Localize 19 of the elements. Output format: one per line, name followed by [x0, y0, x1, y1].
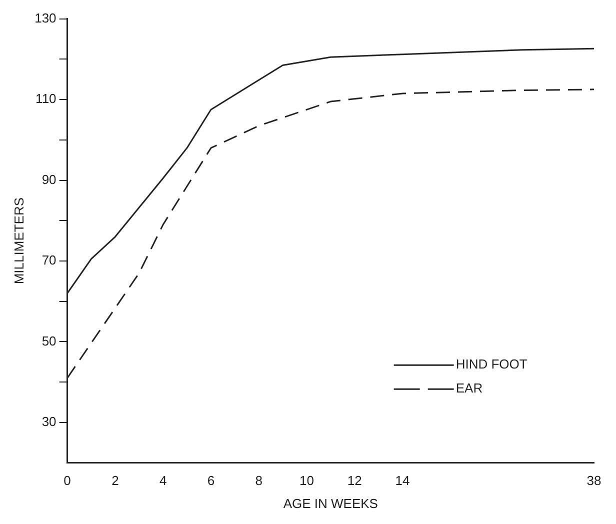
y-tick-label: 30 [42, 414, 56, 430]
x-tick-label: 12 [347, 473, 362, 488]
x-tick-label: 14 [395, 473, 410, 488]
x-tick-label: 0 [64, 473, 71, 488]
legend-label: EAR [456, 380, 483, 396]
x-axis-title: AGE IN WEEKS [283, 496, 378, 511]
y-axis-title: MILLIMETERS [11, 197, 26, 284]
y-tick-label: 130 [34, 10, 56, 26]
x-tick-label: 2 [112, 473, 119, 488]
x-tick-label: 6 [207, 473, 215, 488]
x-tick-label: 10 [299, 473, 314, 488]
x-tick-label: 4 [159, 473, 167, 488]
y-tick-label: 90 [42, 172, 56, 187]
legend-label: HIND FOOT [456, 356, 528, 372]
y-tick-label: 50 [42, 333, 56, 348]
x-tick-label: 38 [586, 473, 602, 488]
x-tick-label: 8 [255, 473, 262, 488]
y-tick-label: 70 [42, 252, 56, 268]
y-tick-label: 110 [36, 91, 56, 106]
